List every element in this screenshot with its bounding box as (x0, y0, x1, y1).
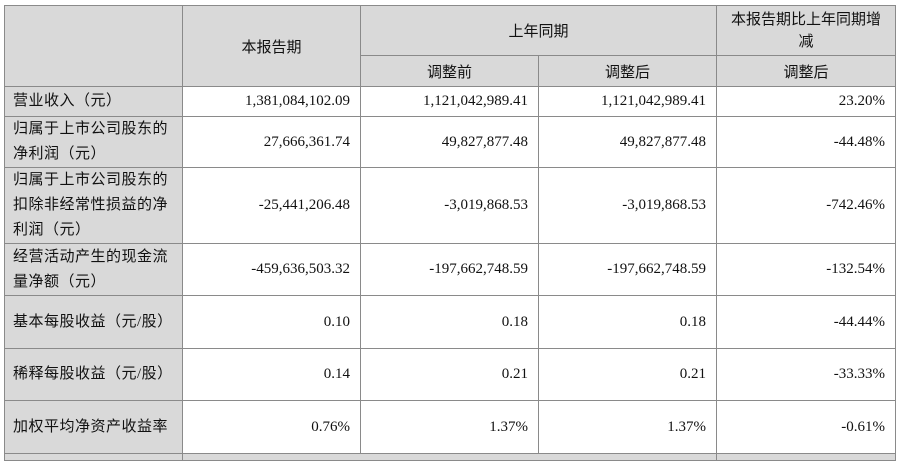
truncated-cell (716, 453, 896, 461)
current-value: 27,666,361.74 (182, 116, 361, 168)
before-adjust-value: 49,827,877.48 (360, 116, 539, 168)
header-after-adjust: 调整后 (538, 55, 717, 87)
before-adjust-value: 1,121,042,989.41 (360, 86, 539, 117)
header-before-adjust: 调整前 (360, 55, 539, 87)
table-row: 基本每股收益（元/股） 0.10 0.18 0.18 -44.44% (4, 295, 896, 349)
after-adjust-value: 0.21 (538, 348, 717, 401)
header-prior-period: 上年同期 (360, 5, 717, 56)
truncated-cell (4, 453, 183, 461)
table-row: 稀释每股收益（元/股） 0.14 0.21 0.21 -33.33% (4, 348, 896, 401)
row-label: 加权平均净资产收益率 (4, 400, 183, 454)
change-value: 23.20% (716, 86, 896, 117)
before-adjust-value: -3,019,868.53 (360, 167, 539, 244)
row-label: 基本每股收益（元/股） (4, 295, 183, 349)
before-adjust-value: 0.18 (360, 295, 539, 349)
change-value: -0.61% (716, 400, 896, 454)
row-label: 经营活动产生的现金流量净额（元） (4, 243, 183, 296)
after-adjust-value: 1,121,042,989.41 (538, 86, 717, 117)
current-value: 0.10 (182, 295, 361, 349)
header-blank (4, 5, 183, 87)
financial-data-table: 本报告期 上年同期 本报告期比上年同期增减 调整前 调整后 调整后 营业收入（元… (4, 5, 896, 461)
current-value: -459,636,503.32 (182, 243, 361, 296)
table-row: 经营活动产生的现金流量净额（元） -459,636,503.32 -197,66… (4, 243, 896, 296)
after-adjust-value: -197,662,748.59 (538, 243, 717, 296)
before-adjust-value: -197,662,748.59 (360, 243, 539, 296)
header-change: 本报告期比上年同期增减 (716, 5, 896, 56)
row-label: 稀释每股收益（元/股） (4, 348, 183, 401)
current-value: -25,441,206.48 (182, 167, 361, 244)
current-value: 0.14 (182, 348, 361, 401)
after-adjust-value: -3,019,868.53 (538, 167, 717, 244)
header-current-period: 本报告期 (182, 5, 361, 87)
table-row: 归属于上市公司股东的净利润（元） 27,666,361.74 49,827,87… (4, 116, 896, 168)
after-adjust-value: 0.18 (538, 295, 717, 349)
header-change-after-adjust: 调整后 (716, 55, 896, 87)
current-value: 1,381,084,102.09 (182, 86, 361, 117)
change-value: -44.44% (716, 295, 896, 349)
change-value: -44.48% (716, 116, 896, 168)
truncated-row (4, 453, 896, 461)
change-value: -742.46% (716, 167, 896, 244)
before-adjust-value: 0.21 (360, 348, 539, 401)
table-row: 营业收入（元） 1,381,084,102.09 1,121,042,989.4… (4, 86, 896, 117)
truncated-cell (182, 453, 717, 461)
row-label: 营业收入（元） (4, 86, 183, 117)
row-label: 归属于上市公司股东的扣除非经常性损益的净利润（元） (4, 167, 183, 244)
change-value: -33.33% (716, 348, 896, 401)
change-value: -132.54% (716, 243, 896, 296)
table-row: 加权平均净资产收益率 0.76% 1.37% 1.37% -0.61% (4, 400, 896, 454)
before-adjust-value: 1.37% (360, 400, 539, 454)
row-label: 归属于上市公司股东的净利润（元） (4, 116, 183, 168)
after-adjust-value: 1.37% (538, 400, 717, 454)
table-row: 归属于上市公司股东的扣除非经常性损益的净利润（元） -25,441,206.48… (4, 167, 896, 244)
after-adjust-value: 49,827,877.48 (538, 116, 717, 168)
current-value: 0.76% (182, 400, 361, 454)
